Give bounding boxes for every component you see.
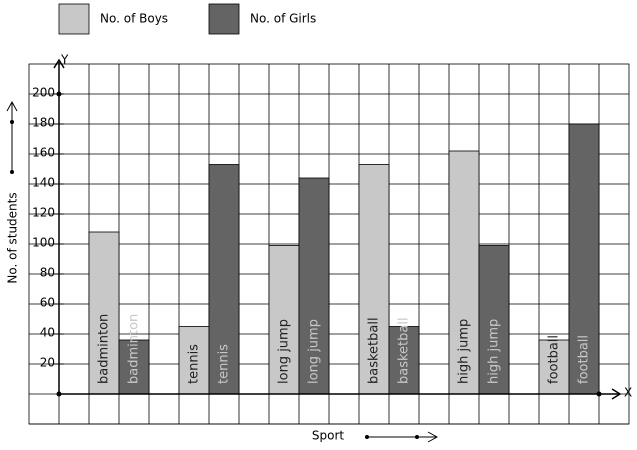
y-tick-label: 140 <box>32 176 55 190</box>
axis-dot <box>596 391 602 397</box>
y-tick-label: 100 <box>32 236 55 250</box>
bar <box>268 245 300 395</box>
category-label: basketball <box>367 317 382 384</box>
bar <box>298 177 330 395</box>
legend-label: No. of Boys <box>100 12 168 26</box>
y-tick-label: 180 <box>32 116 55 130</box>
bar <box>478 245 510 395</box>
x-axis-name: X <box>624 386 632 400</box>
y-tick-label: 60 <box>40 296 55 310</box>
decor-arrow-head <box>427 431 439 443</box>
x-axis-label: Sport <box>312 429 345 443</box>
bar <box>538 339 570 395</box>
category-label: long jump <box>277 319 292 384</box>
legend-swatch <box>58 3 90 35</box>
legend-swatch <box>208 3 240 35</box>
y-tick-label: 160 <box>32 146 55 160</box>
y-tick-label: 120 <box>32 206 55 220</box>
bar <box>448 150 480 395</box>
decor-dot <box>10 120 14 124</box>
category-label: high jump <box>487 319 502 384</box>
category-label: football <box>577 335 592 384</box>
bar <box>358 164 390 395</box>
y-axis-arrow <box>53 58 65 69</box>
category-label: badminton <box>97 314 112 384</box>
bar <box>388 326 420 395</box>
decor-dot <box>10 170 14 174</box>
y-axis-name: Y <box>60 53 69 67</box>
y-axis-label: No. of students <box>6 192 20 283</box>
y-tick-label: 40 <box>40 326 55 340</box>
y-tick-label: 200 <box>32 86 55 100</box>
category-label: tennis <box>217 344 232 384</box>
category-label: tennis <box>187 344 202 384</box>
origin <box>56 391 62 397</box>
category-label: high jump <box>457 319 472 384</box>
decor-arrow-head <box>6 100 18 112</box>
decor-dot <box>415 435 419 439</box>
y-tick-label: 20 <box>40 356 55 370</box>
bar <box>208 164 240 395</box>
x-axis-arrow <box>611 388 622 400</box>
y-tick-label: 80 <box>40 266 55 280</box>
legend-label: No. of Girls <box>250 12 316 26</box>
category-label: long jump <box>307 319 322 384</box>
category-label: football <box>547 335 562 384</box>
decor-dot <box>365 435 369 439</box>
category-label: basketball <box>397 317 412 384</box>
category-label: badminton <box>127 314 142 384</box>
